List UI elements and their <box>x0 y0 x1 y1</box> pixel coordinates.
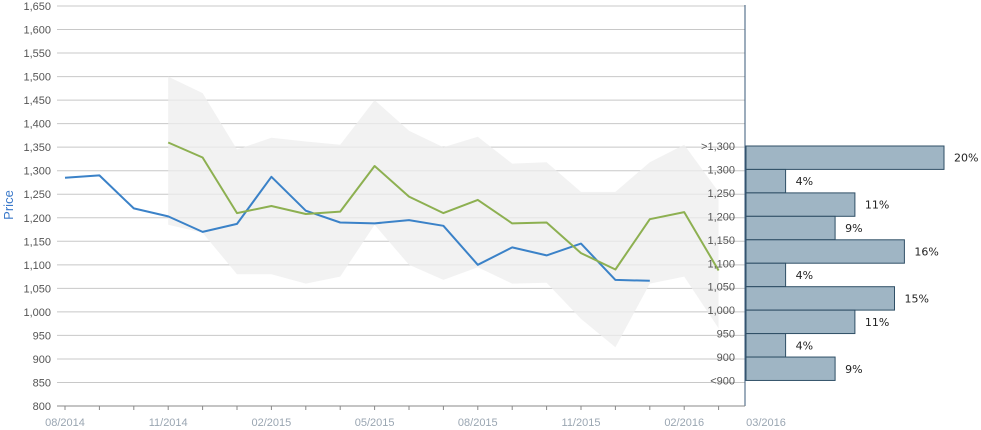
y-tick-label: 1,350 <box>23 142 51 154</box>
distribution-category-label: 1,300 <box>707 164 735 176</box>
distribution-bar-label: 9% <box>845 363 862 376</box>
distribution-bars: >1,300 1,300 1,250 1,200 1,150 1,100 1,050 1,00… <box>701 141 978 388</box>
range-band <box>168 76 719 348</box>
y-tick-label: 800 <box>33 401 51 413</box>
distribution-bar <box>745 333 787 358</box>
distribution-bar-label: 4% <box>796 269 813 282</box>
distribution-category-label: 950 <box>717 329 735 341</box>
distribution-bar <box>745 215 836 241</box>
x-tick-label: 02/2015 <box>252 417 292 429</box>
y-tick-label: 1,550 <box>23 48 51 60</box>
range-band-area <box>168 76 719 348</box>
price-lines <box>64 141 720 282</box>
y-axis-ticks: 800 850 900 950 1,000 1,050 1,100 1,150 1,200 1,2… <box>23 1 51 413</box>
distribution-bar-label: 15% <box>905 292 929 305</box>
distribution-category-label: 1,200 <box>707 211 735 223</box>
distribution-bar <box>745 145 945 170</box>
y-tick-label: 1,300 <box>23 166 51 178</box>
distribution-bar-label: 9% <box>845 222 862 235</box>
x-axis-ticks: 08/2014 11/2014 02/2015 05/2015 08/2015 11/20… <box>45 406 786 429</box>
y-tick-label: 1,650 <box>23 1 51 13</box>
distribution-bar-label: 11% <box>865 316 889 329</box>
distribution-bar <box>745 356 836 381</box>
y-tick-label: 850 <box>33 377 51 389</box>
distribution-bar <box>745 262 787 288</box>
distribution-category-label: 1,000 <box>707 305 735 317</box>
x-tick-label: 11/2014 <box>149 417 188 429</box>
y-tick-label: 1,150 <box>23 236 51 248</box>
x-tick-label: 02/2016 <box>664 417 704 429</box>
distribution-category-label: >1,300 <box>701 141 735 153</box>
series-line-1 <box>64 174 650 282</box>
y-tick-label: 1,400 <box>23 119 51 131</box>
distribution-category-label: 1,100 <box>707 258 735 270</box>
y-tick-label: 1,250 <box>23 189 51 201</box>
distribution-category-label: 1,050 <box>707 282 735 294</box>
distribution-bar <box>745 309 856 335</box>
y-tick-label: 1,200 <box>23 213 51 225</box>
x-tick-label: 03/2016 <box>746 417 786 429</box>
series-line-2 <box>167 141 720 272</box>
distribution-bar <box>745 286 895 311</box>
distribution-bar <box>745 192 856 217</box>
distribution-bar-label: 16% <box>914 246 938 259</box>
distribution-category-label: 1,150 <box>707 235 735 247</box>
distribution-bar-label: 4% <box>796 339 813 352</box>
distribution-bar <box>745 239 905 264</box>
distribution-bar-label: 20% <box>954 152 978 165</box>
y-tick-label: 1,050 <box>23 283 51 295</box>
x-tick-label: 11/2015 <box>562 417 601 429</box>
y-tick-label: 1,600 <box>23 25 51 37</box>
y-tick-label: 1,450 <box>23 95 51 107</box>
distribution-category-label: 1,250 <box>707 188 735 200</box>
y-tick-label: 1,100 <box>23 260 51 272</box>
y-tick-label: 1,000 <box>23 307 51 319</box>
y-tick-label: 950 <box>33 330 51 342</box>
y-axis-label: Price <box>1 190 16 220</box>
x-tick-label: 08/2015 <box>458 417 498 429</box>
distribution-bar-label: 4% <box>796 175 813 188</box>
y-tick-label: 900 <box>33 354 51 366</box>
x-tick-label: 05/2015 <box>355 417 395 429</box>
distribution-category-label: <900 <box>710 376 735 388</box>
distribution-bar-label: 11% <box>865 199 889 212</box>
y-tick-label: 1,500 <box>23 72 51 84</box>
distribution-category-label: 900 <box>717 352 735 364</box>
distribution-bar <box>745 168 787 194</box>
x-tick-label: 08/2014 <box>45 417 85 429</box>
